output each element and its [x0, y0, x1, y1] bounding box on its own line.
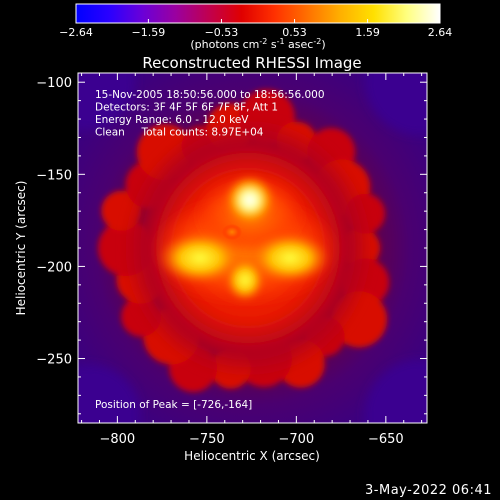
annotation-line: Energy Range: 6.0 - 12.0 keV [95, 114, 249, 126]
colorbar: −2.64 −1.59 −0.53 0.53 1.59 2.64 (photons cm-… [59, 3, 452, 51]
colorbar-tick-label: −0.53 [205, 26, 239, 39]
annotation-line: Clean Total counts: 8.97E+04 [95, 127, 264, 139]
colorbar-ticks: −2.64 −1.59 −0.53 0.53 1.59 2.64 [59, 19, 452, 39]
colorbar-tick-label: 0.53 [282, 26, 307, 39]
colorbar-tick-label: 2.64 [428, 26, 453, 39]
y-axis: −100 −150 −200 −250 [36, 76, 427, 415]
peak-position-label: Position of Peak = [-726,-164] [95, 399, 252, 411]
x-tick-label: −650 [368, 432, 404, 447]
annotation-line: Detectors: 3F 4F 5F 6F 7F 8F, Att 1 [95, 102, 278, 114]
x-tick-label: −700 [278, 432, 314, 447]
left-arc [158, 232, 242, 284]
colorbar-units: (photons cm-2 s-1 asec-2) [190, 37, 325, 51]
y-axis-label: Heliocentric Y (arcsec) [14, 181, 28, 316]
timestamp: 3-May-2022 06:41 [365, 483, 492, 498]
colorbar-tick-label: 1.59 [355, 26, 380, 39]
image-annotations: 15-Nov-2005 18:50:56.000 to 18:56:56.000… [95, 89, 325, 139]
chart-title: Reconstructed RHESSI Image [142, 54, 361, 72]
peak-source [223, 174, 276, 227]
colorbar-gradient [75, 3, 441, 24]
x-axis: −800 −750 −700 −650 [81, 73, 423, 447]
y-tick-label: −100 [36, 76, 72, 91]
heatmap-image [78, 73, 427, 423]
y-tick-label: −150 [36, 168, 72, 183]
x-tick-label: −750 [189, 432, 225, 447]
colorbar-tick-label: −2.64 [59, 26, 93, 39]
y-tick-label: −200 [36, 260, 72, 275]
y-tick-label: −250 [36, 353, 72, 368]
right-arc [250, 233, 330, 283]
x-tick-label: −800 [100, 432, 136, 447]
annotation-line: 15-Nov-2005 18:50:56.000 to 18:56:56.000 [95, 89, 325, 101]
x-axis-label: Heliocentric X (arcsec) [184, 449, 320, 463]
colorbar-tick-label: −1.59 [132, 26, 166, 39]
